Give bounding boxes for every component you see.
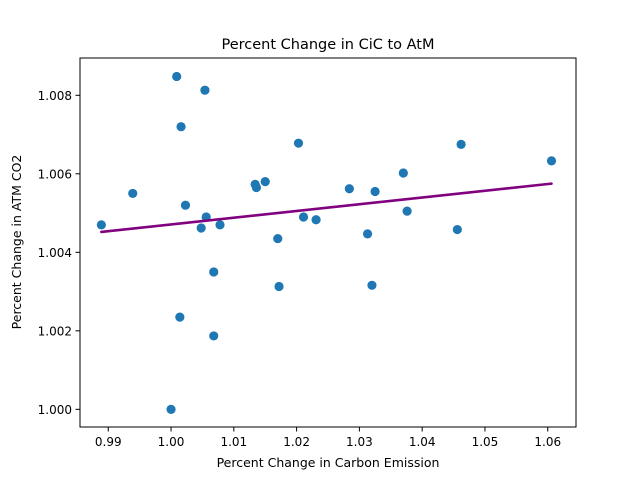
data-point-13 xyxy=(215,220,225,230)
data-point-8 xyxy=(196,223,206,233)
x-tick-label: 0.99 xyxy=(95,435,122,449)
data-point-25 xyxy=(370,186,380,197)
x-tick-label: 1.03 xyxy=(346,435,373,449)
data-point-2 xyxy=(128,188,138,199)
data-point-12 xyxy=(209,331,219,341)
x-tick-label: 1.06 xyxy=(534,435,561,449)
data-point-23 xyxy=(362,229,373,239)
data-point-4 xyxy=(172,71,182,82)
data-point-5 xyxy=(175,312,185,322)
data-point-21 xyxy=(311,215,321,225)
y-axis: 1.000 1.002 1.004 1.006 1.008 xyxy=(38,89,80,417)
data-point-7 xyxy=(180,200,191,210)
data-point-18 xyxy=(274,281,284,292)
x-axis-label: Percent Change in Carbon Emission xyxy=(217,455,440,470)
data-point-20 xyxy=(298,212,309,222)
x-tick-label: 1.01 xyxy=(220,435,247,449)
data-point-24 xyxy=(367,280,377,290)
data-point-6 xyxy=(176,122,186,132)
data-point-19 xyxy=(293,138,304,148)
data-point-29 xyxy=(456,139,466,149)
x-axis: 0.99 1.00 1.01 1.02 1.03 1.04 1.05 1.06 xyxy=(95,427,561,449)
data-point-11 xyxy=(209,267,219,277)
x-tick-label: 1.04 xyxy=(409,435,436,449)
data-point-16 xyxy=(260,177,270,187)
data-point-15 xyxy=(251,182,262,193)
data-point-27 xyxy=(402,206,412,216)
x-tick-label: 1.00 xyxy=(158,435,185,449)
y-tick-label: 1.002 xyxy=(38,324,72,338)
y-tick-label: 1.000 xyxy=(38,403,72,417)
trendline-layer xyxy=(100,182,553,234)
data-points xyxy=(96,71,557,414)
y-axis-label: Percent Change in ATM CO2 xyxy=(9,155,24,330)
data-point-9 xyxy=(200,85,210,95)
chart-title: Percent Change in CiC to AtM xyxy=(221,37,434,53)
y-tick-label: 1.004 xyxy=(38,246,72,260)
x-tick-label: 1.02 xyxy=(283,435,310,449)
trendline xyxy=(100,182,553,234)
y-tick-label: 1.008 xyxy=(38,89,72,103)
data-point-3 xyxy=(166,404,176,414)
data-point-17 xyxy=(273,233,283,244)
data-point-28 xyxy=(452,224,462,235)
data-point-1 xyxy=(96,220,106,230)
data-point-26 xyxy=(398,168,408,178)
axes-frame xyxy=(79,57,577,428)
data-point-22 xyxy=(344,184,354,194)
x-tick-label: 1.05 xyxy=(472,435,499,449)
y-tick-label: 1.006 xyxy=(38,167,72,181)
data-point-30 xyxy=(546,156,557,166)
plot-area xyxy=(79,57,577,428)
